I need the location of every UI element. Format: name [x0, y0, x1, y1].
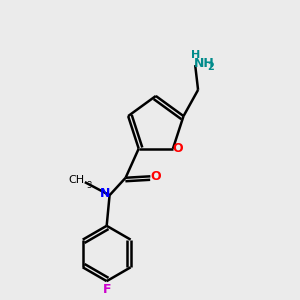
Text: CH: CH — [69, 175, 85, 185]
Text: O: O — [151, 170, 161, 183]
Text: H: H — [190, 50, 200, 60]
Text: 3: 3 — [86, 181, 91, 190]
Text: O: O — [173, 142, 184, 155]
Text: N: N — [100, 187, 110, 200]
Text: F: F — [102, 284, 111, 296]
Text: NH: NH — [194, 57, 214, 70]
Text: 2: 2 — [207, 61, 214, 72]
